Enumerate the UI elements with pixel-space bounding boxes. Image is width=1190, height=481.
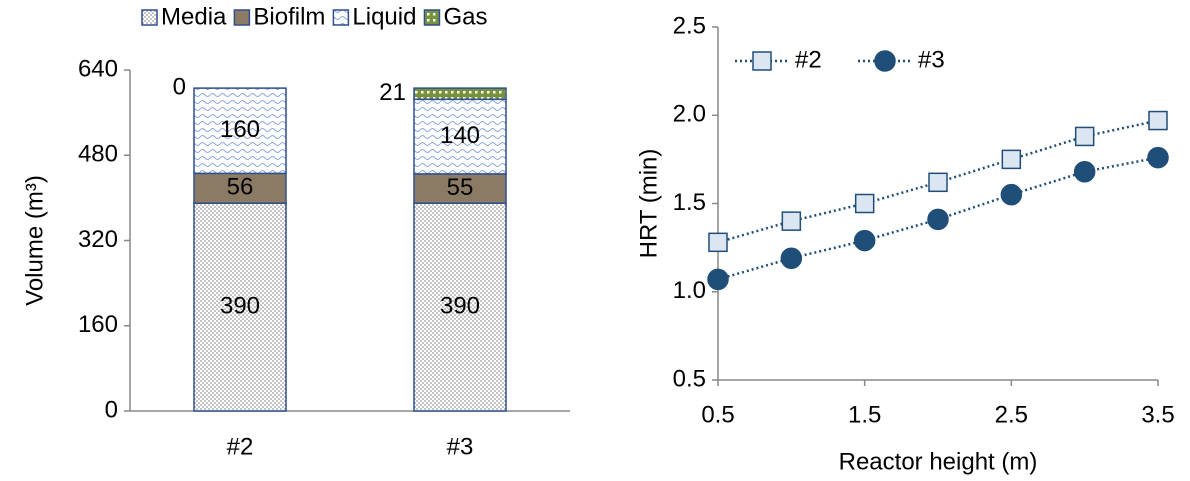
legend-swatch: [423, 9, 441, 26]
legend-marker: [874, 50, 896, 72]
y-tick-label: 1.5: [673, 189, 706, 216]
legend-label: Gas: [443, 3, 487, 30]
y-tick-label: 640: [78, 55, 118, 82]
point: [1001, 149, 1022, 170]
x-tick-label: #3: [447, 433, 474, 460]
point: [854, 193, 875, 214]
bar-segment: [193, 202, 287, 412]
data-label: 160: [220, 116, 260, 143]
legend-label: #3: [918, 46, 945, 73]
x-tick-label: 1.5: [848, 401, 881, 428]
legend-label: Media: [161, 3, 227, 30]
y-tick-label: 2.0: [673, 101, 706, 128]
point: [1073, 160, 1096, 183]
point: [927, 208, 949, 231]
y-tick-label: 320: [78, 226, 118, 253]
legend-swatch: [233, 9, 251, 26]
point: [1147, 146, 1169, 169]
data-label: 140: [440, 122, 480, 149]
y-tick-label: 0: [105, 396, 118, 423]
point: [928, 172, 948, 193]
data-label: 390: [220, 292, 260, 319]
x-tick-label: 3.5: [1141, 401, 1174, 428]
data-label: 56: [227, 174, 254, 201]
y-tick-label: 480: [78, 141, 118, 168]
y-tick-label: 0.5: [673, 365, 706, 392]
point: [780, 247, 803, 269]
data-label: 0: [173, 73, 186, 100]
point: [1074, 126, 1095, 147]
bar-segment: [193, 172, 287, 204]
legend-marker: [752, 51, 772, 71]
data-label: 21: [379, 79, 406, 106]
data-label: 390: [440, 292, 480, 319]
point: [708, 232, 728, 253]
bar-segment: [193, 87, 287, 175]
y-axis-label: HRT (min): [635, 149, 662, 259]
legend-label: Biofilm: [253, 3, 325, 30]
data-label: 55: [447, 174, 474, 201]
y-tick-label: 160: [78, 311, 118, 338]
bar-segment: [413, 173, 507, 204]
x-tick-label: #2: [227, 433, 254, 460]
point: [1000, 183, 1023, 206]
legend-label: Liquid: [352, 3, 416, 30]
y-tick-label: 1.0: [673, 277, 706, 304]
y-tick-label: 2.5: [673, 12, 706, 39]
y-axis-label: Volume (m³): [21, 175, 48, 306]
point: [781, 211, 802, 231]
legend-swatch: [141, 9, 158, 26]
point: [707, 268, 729, 291]
point: [853, 229, 876, 252]
point: [1148, 110, 1168, 131]
bar-segment: [413, 87, 507, 101]
bar-segment: [413, 202, 507, 412]
legend-label: #2: [795, 46, 822, 73]
x-axis-label: Reactor height (m): [839, 448, 1038, 475]
x-tick-label: 2.5: [995, 401, 1028, 428]
x-tick-label: 0.5: [701, 401, 734, 428]
bar-segment: [413, 98, 507, 175]
legend-swatch: [332, 9, 350, 26]
